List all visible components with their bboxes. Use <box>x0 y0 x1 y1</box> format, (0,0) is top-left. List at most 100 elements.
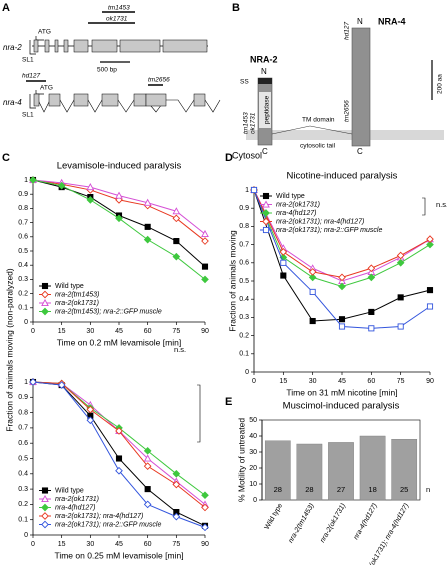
x-axis-label: Time on 0.25 mM levamisole [min] <box>54 550 183 560</box>
n-header: n <box>426 485 430 494</box>
x-tick-label: 30 <box>86 541 94 548</box>
leader <box>309 125 353 135</box>
y-tick-label: 0.7 <box>239 241 249 248</box>
marker <box>338 282 346 291</box>
y-tick-label: 0.6 <box>239 260 249 267</box>
legend-label: nra-4(hd127) <box>55 504 95 511</box>
marker <box>144 223 151 230</box>
legend-label: Wild type <box>55 283 84 290</box>
marker <box>308 268 317 276</box>
panel-label: A <box>2 2 10 14</box>
legend-label: nra-2(ok1731); nra-2::GFP muscle <box>55 521 161 528</box>
marker <box>143 447 152 455</box>
bar <box>391 439 418 501</box>
n-label: 28 <box>274 485 282 494</box>
y-tick-label: 0.9 <box>18 394 28 401</box>
legend-marker <box>41 487 49 494</box>
protein-name: NRA-2 <box>250 54 278 64</box>
legend-marker <box>41 520 49 529</box>
marker <box>426 303 434 310</box>
legend-label: nra-2(ok1731); nra-4(hd127) <box>55 513 143 520</box>
marker <box>309 317 316 325</box>
atg: ATG <box>38 29 51 36</box>
x-tick-label: 45 <box>115 328 123 335</box>
legend-label: nra-2(ok1731) <box>55 300 99 307</box>
legend-label: nra-2(ok1731) <box>276 201 320 208</box>
y-tick-label: 0.8 <box>239 223 249 230</box>
y-tick-label: 0.9 <box>239 205 249 212</box>
marker <box>201 263 209 270</box>
n-label: 27 <box>337 485 345 494</box>
y-tick-label: 0.5 <box>18 248 28 255</box>
legend-label: nra-2(tm1453) <box>55 291 99 298</box>
y-tick-label: 0 <box>24 319 28 326</box>
marker <box>201 229 209 238</box>
allele: hd127 <box>344 22 351 40</box>
y-tick-label: 50 <box>249 417 257 424</box>
legend-marker <box>262 192 270 200</box>
x-tick-label: nra-2(ok1731) <box>319 502 347 544</box>
compartment: Cytosol <box>232 150 262 160</box>
marker <box>338 273 346 282</box>
legend-marker <box>41 307 49 316</box>
legend-label: nra-4(hd127) <box>276 210 316 217</box>
marker <box>173 238 180 245</box>
y-tick-label: 0.6 <box>18 440 28 447</box>
marker <box>279 248 288 256</box>
panel-label: C <box>2 152 10 164</box>
y-tick-label: 0.9 <box>18 191 28 198</box>
scale-label: 500 bp <box>97 67 117 74</box>
y-tick-label: 0.6 <box>18 234 28 241</box>
annotation: n.s. <box>174 345 186 354</box>
marker <box>397 323 404 330</box>
x-tick-label: 0 <box>252 378 256 385</box>
x-tick-label: 75 <box>172 328 180 335</box>
x-tick-label: 45 <box>338 378 346 385</box>
marker <box>115 466 123 475</box>
legend-label: Wild type <box>276 193 305 200</box>
marker <box>368 308 375 315</box>
marker <box>338 316 346 323</box>
gene-name: nra-4 <box>3 98 22 107</box>
deletion: tm1453 <box>108 5 130 12</box>
x-tick-label: 90 <box>201 328 209 335</box>
sl1: SL1 <box>22 57 34 64</box>
y-axis-label: % Motility of untreated <box>236 418 246 502</box>
legend-marker <box>262 226 270 234</box>
marker <box>143 198 152 206</box>
x-tick-label: 30 <box>86 328 94 335</box>
chart-title: Muscimol-induced paralysis <box>283 401 400 412</box>
n-term: N <box>261 67 267 76</box>
chart-title: Nicotine-induced paralysis <box>287 171 398 182</box>
x-tick-label: 60 <box>144 328 152 335</box>
marker <box>172 512 181 521</box>
atg-mark <box>35 36 44 41</box>
legend-marker <box>41 290 49 299</box>
y-tick-label: 0 <box>24 532 28 539</box>
y-tick-label: 0.1 <box>18 305 28 312</box>
legend-label: Wild type <box>55 487 84 494</box>
marker <box>201 523 209 532</box>
x-tick-label: 60 <box>367 378 375 385</box>
x-axis-label: Time on 31 mM nicotine [min] <box>286 387 397 397</box>
y-tick-label: 0.2 <box>239 332 249 339</box>
x-tick-label: 45 <box>115 541 123 548</box>
marker <box>201 237 209 245</box>
marker <box>250 186 258 194</box>
marker <box>29 378 37 386</box>
marker <box>144 486 151 493</box>
marker <box>201 503 209 512</box>
legend-marker <box>41 512 49 520</box>
deletion: hd127 <box>22 73 40 80</box>
bracket <box>197 384 201 443</box>
protein-name: NRA-4 <box>378 16 406 26</box>
marker <box>86 416 95 425</box>
nra4-protein <box>351 27 371 147</box>
marker <box>57 381 66 389</box>
marker <box>426 240 434 249</box>
signal-label: SS <box>240 79 249 86</box>
y-tick-label: 0.2 <box>18 290 28 297</box>
marker <box>396 258 405 267</box>
scale-label: 200 aa <box>437 74 444 94</box>
n-label: 28 <box>305 485 313 494</box>
